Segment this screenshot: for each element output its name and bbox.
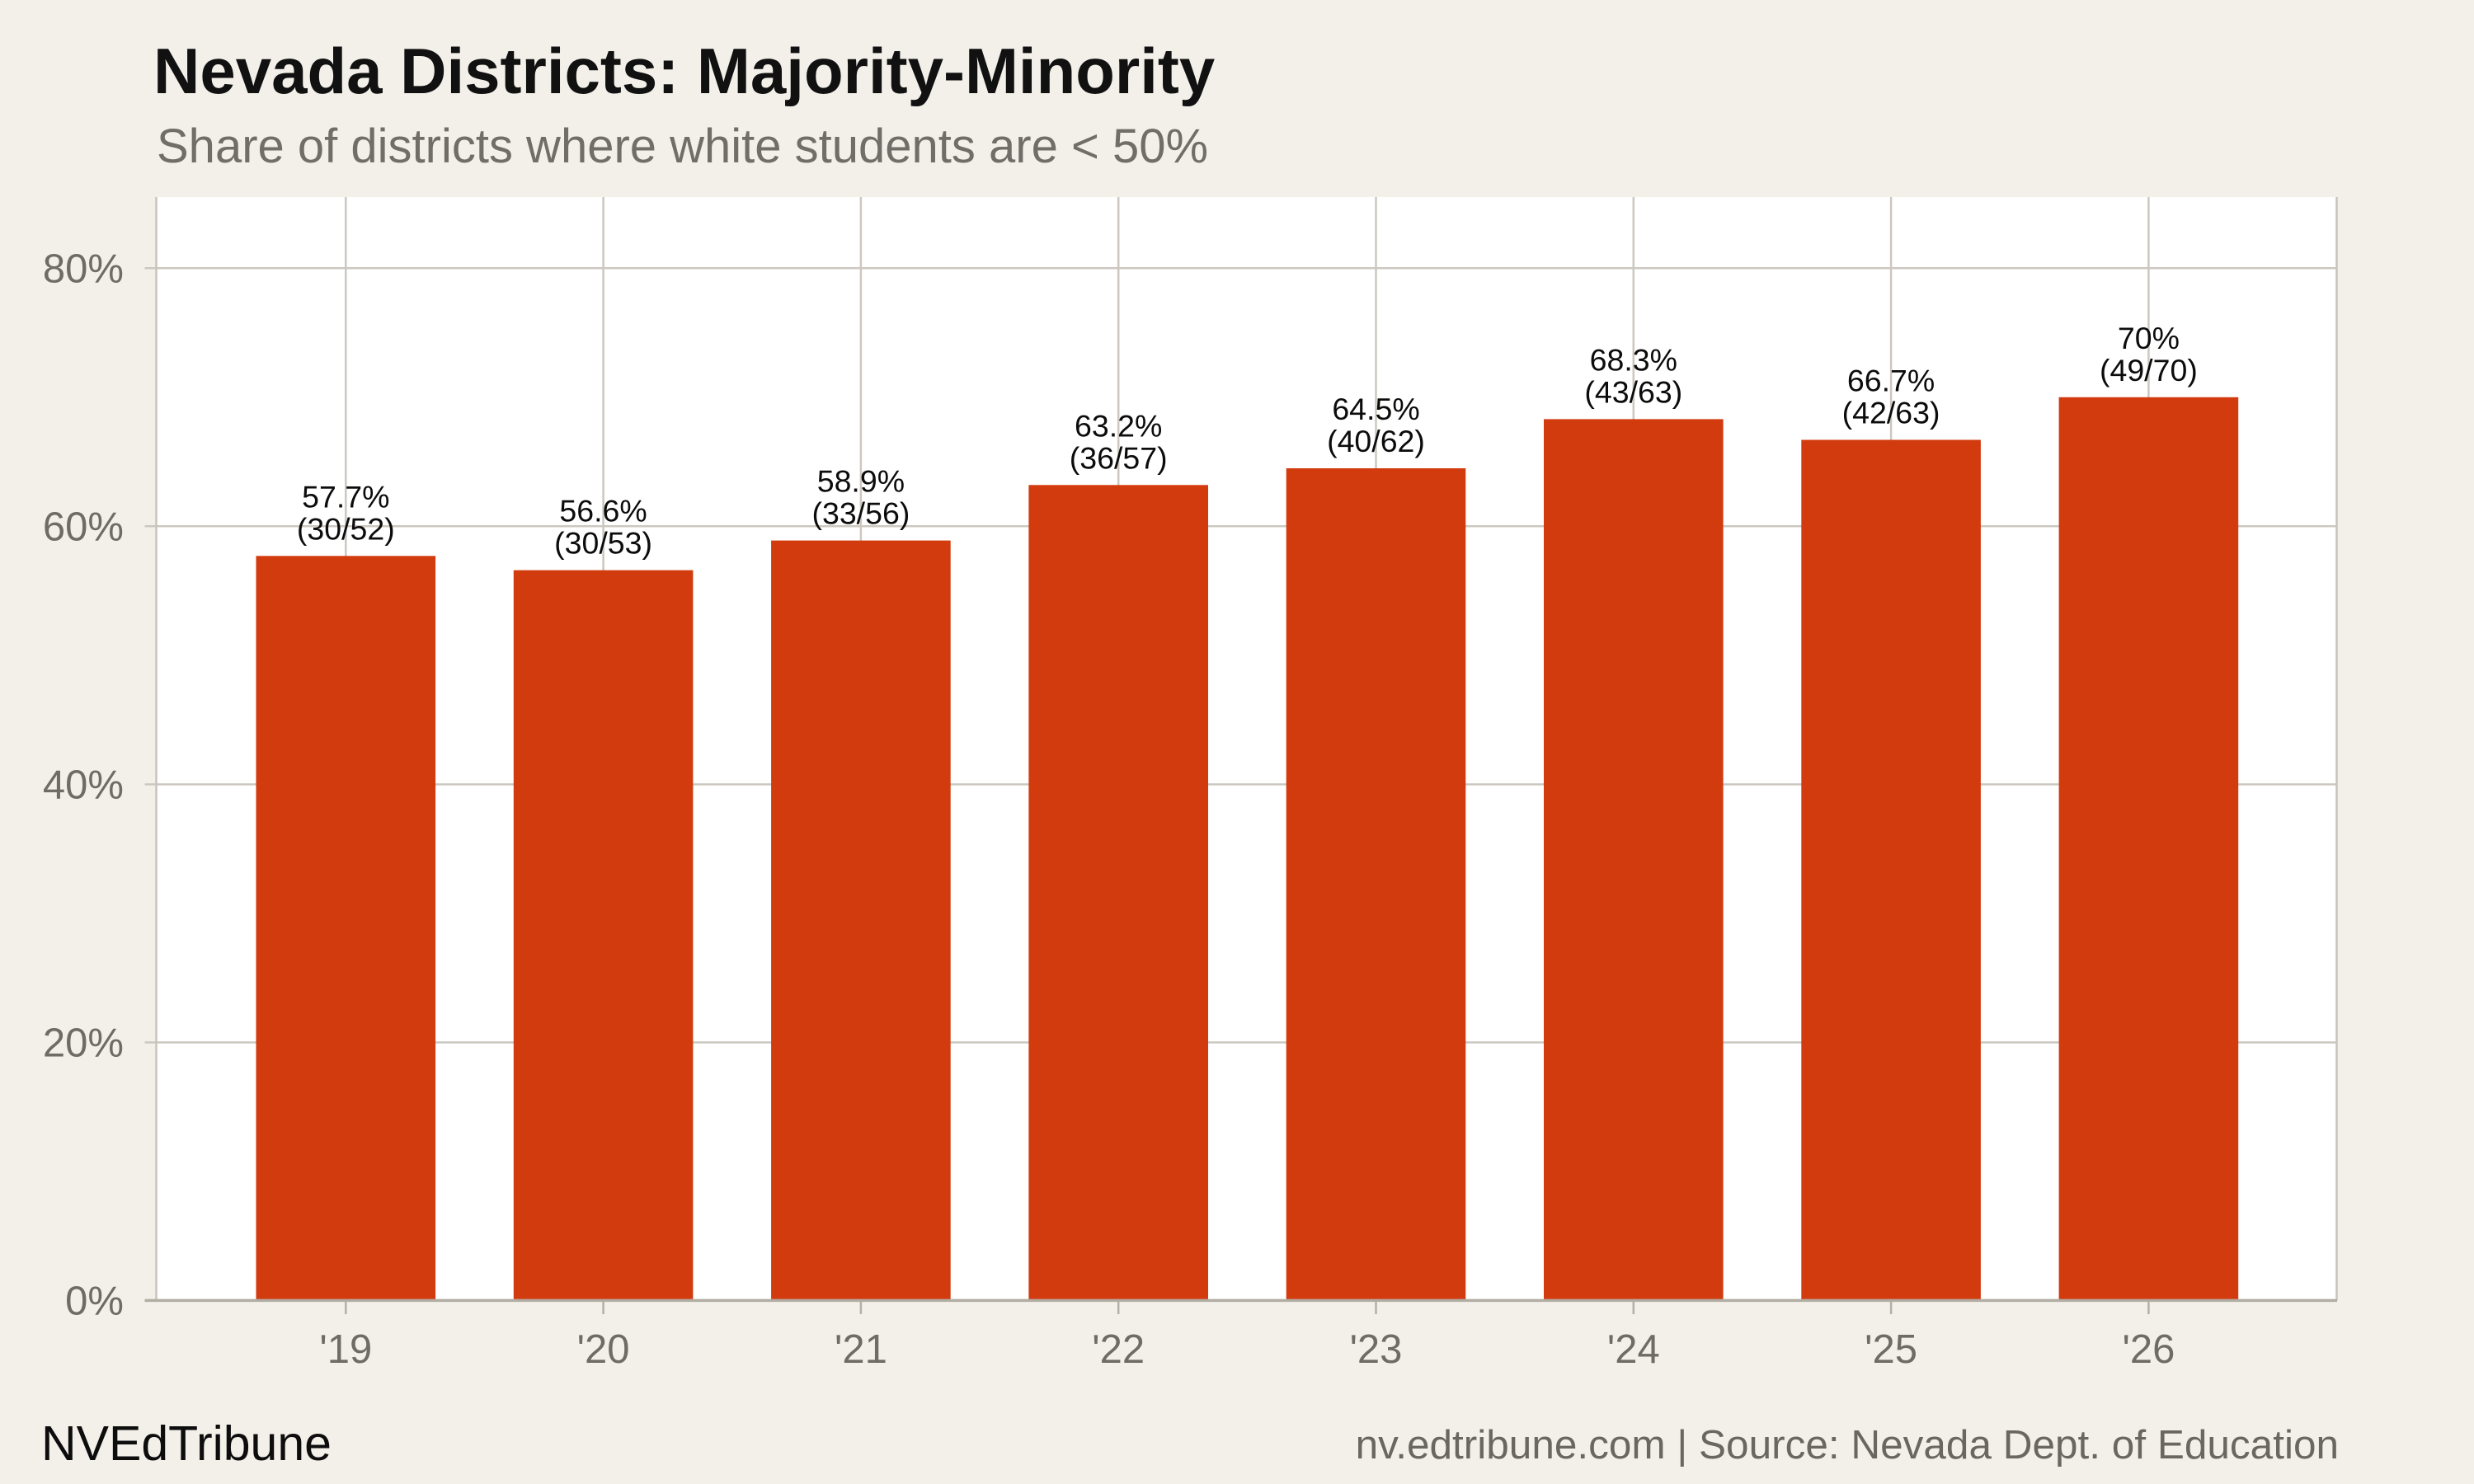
svg-text:0%: 0% xyxy=(65,1279,124,1323)
svg-text:80%: 80% xyxy=(43,247,124,291)
svg-text:'26: '26 xyxy=(2122,1327,2175,1372)
svg-text:Nevada Districts: Majority-Min: Nevada Districts: Majority-Minority xyxy=(153,35,1215,107)
svg-text:'20: '20 xyxy=(577,1327,630,1372)
svg-text:20%: 20% xyxy=(43,1021,124,1065)
svg-text:40%: 40% xyxy=(43,763,124,807)
svg-text:'21: '21 xyxy=(835,1327,887,1372)
svg-text:68.3%: 68.3% xyxy=(1590,342,1677,377)
svg-text:(43/63): (43/63) xyxy=(1584,374,1682,409)
svg-text:(30/53): (30/53) xyxy=(554,526,652,561)
svg-text:(33/56): (33/56) xyxy=(811,496,910,531)
svg-text:nv.edtribune.com | Source: Nev: nv.edtribune.com | Source: Nevada Dept. … xyxy=(1356,1422,2339,1468)
svg-text:'22: '22 xyxy=(1092,1327,1145,1372)
svg-text:57.7%: 57.7% xyxy=(302,479,389,514)
svg-text:'19: '19 xyxy=(319,1327,372,1372)
svg-text:(42/63): (42/63) xyxy=(1842,396,1940,430)
svg-text:NVEdTribune: NVEdTribune xyxy=(41,1416,332,1471)
svg-text:63.2%: 63.2% xyxy=(1075,408,1162,443)
svg-text:'23: '23 xyxy=(1350,1327,1403,1372)
svg-text:66.7%: 66.7% xyxy=(1847,364,1935,398)
svg-text:'25: '25 xyxy=(1865,1327,1917,1372)
svg-text:(40/62): (40/62) xyxy=(1327,424,1425,458)
svg-text:(36/57): (36/57) xyxy=(1070,440,1168,475)
svg-text:56.6%: 56.6% xyxy=(559,494,647,528)
svg-text:(30/52): (30/52) xyxy=(297,511,395,546)
svg-text:70%: 70% xyxy=(2118,321,2180,355)
svg-text:60%: 60% xyxy=(43,505,124,549)
svg-text:64.5%: 64.5% xyxy=(1332,392,1419,426)
svg-text:58.9%: 58.9% xyxy=(817,464,905,499)
svg-text:(49/70): (49/70) xyxy=(2100,353,2198,387)
svg-text:Share of districts where white: Share of districts where white students … xyxy=(157,120,1208,173)
svg-text:'24: '24 xyxy=(1607,1327,1660,1372)
